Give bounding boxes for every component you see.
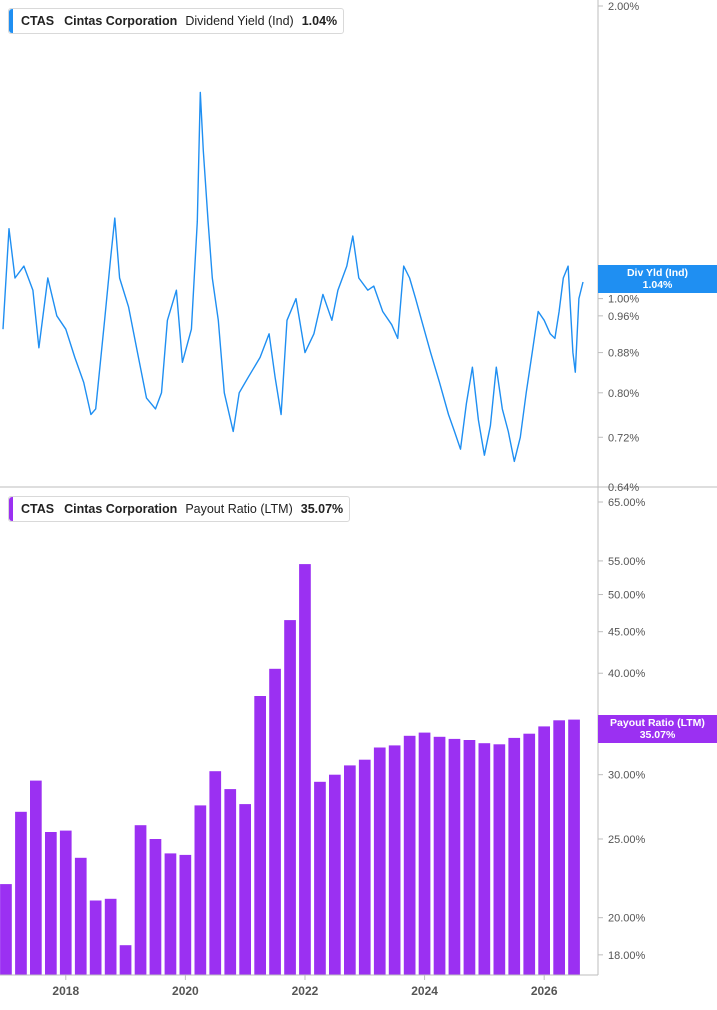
bottom-y-tick-label: 30.00% bbox=[608, 770, 646, 782]
bottom-legend-company: Cintas Corporation bbox=[64, 502, 178, 516]
payout-ratio-bar bbox=[523, 733, 536, 975]
top-legend-value: 1.04% bbox=[301, 14, 338, 28]
bottom-legend-metric: Payout Ratio (LTM) bbox=[185, 502, 293, 516]
dividend-yield-plot bbox=[2, 91, 584, 463]
payout-ratio-bar bbox=[194, 805, 207, 975]
dividend-yield-flag-value: 1.04% bbox=[642, 279, 673, 291]
payout-ratio-bar bbox=[448, 738, 461, 975]
bottom-y-tick-label: 45.00% bbox=[608, 627, 646, 639]
bottom-y-tick-label: 40.00% bbox=[608, 668, 646, 680]
payout-ratio-bar bbox=[30, 780, 42, 975]
payout-ratio-bar bbox=[508, 737, 521, 975]
x-tick-label: 2026 bbox=[531, 984, 558, 998]
payout-ratio-flag-label: Payout Ratio (LTM) bbox=[610, 717, 705, 729]
payout-ratio-bar bbox=[74, 857, 87, 975]
top-legend-swatch bbox=[9, 9, 13, 33]
payout-ratio-bar bbox=[358, 759, 371, 975]
payout-ratio-bar bbox=[493, 744, 506, 975]
payout-ratio-bar bbox=[478, 743, 491, 975]
bottom-legend-ticker: CTAS bbox=[21, 502, 55, 516]
payout-ratio-bar bbox=[59, 830, 72, 975]
payout-ratio-bar bbox=[269, 668, 281, 975]
payout-ratio-bar bbox=[329, 774, 341, 975]
top-y-tick-label: 1.00% bbox=[608, 294, 639, 306]
payout-ratio-bar bbox=[553, 720, 565, 975]
payout-ratio-bar bbox=[463, 740, 476, 975]
payout-ratio-bar bbox=[418, 732, 431, 975]
payout-ratio-bar bbox=[314, 781, 326, 975]
payout-ratio-bar bbox=[433, 736, 446, 975]
bottom-y-tick-label: 25.00% bbox=[608, 834, 646, 846]
payout-ratio-bar bbox=[538, 726, 550, 975]
top-legend: CTAS Cintas Corporation Dividend Yield (… bbox=[8, 8, 345, 34]
payout-ratio-bar bbox=[254, 696, 266, 975]
x-tick-label: 2024 bbox=[411, 984, 438, 998]
bottom-y-tick-label: 55.00% bbox=[608, 556, 646, 568]
bottom-y-tick-label: 20.00% bbox=[608, 913, 646, 925]
payout-ratio-bar bbox=[104, 898, 117, 975]
bottom-legend-swatch bbox=[9, 497, 13, 521]
payout-ratio-bar bbox=[373, 747, 386, 975]
payout-ratio-bar bbox=[89, 900, 102, 975]
payout-ratio-bar bbox=[164, 853, 177, 975]
payout-ratio-bar bbox=[179, 854, 192, 975]
top-legend-metric: Dividend Yield (Ind) bbox=[185, 14, 294, 28]
payout-ratio-bar bbox=[403, 735, 416, 975]
payout-ratio-bar bbox=[224, 789, 237, 975]
bottom-y-tick-label: 50.00% bbox=[608, 590, 646, 602]
payout-ratio-bar bbox=[134, 825, 147, 975]
top-y-tick-label: 0.72% bbox=[608, 432, 639, 444]
bottom-legend-value: 35.07% bbox=[300, 502, 344, 516]
payout-ratio-value-flag: Payout Ratio (LTM) 35.07% bbox=[598, 715, 717, 743]
payout-ratio-bar bbox=[388, 745, 401, 975]
bottom-y-tick-label: 18.00% bbox=[608, 950, 646, 962]
payout-ratio-bar bbox=[149, 839, 162, 975]
bottom-legend: CTAS Cintas Corporation Payout Ratio (LT… bbox=[8, 496, 351, 522]
top-y-tick-label: 0.64% bbox=[608, 482, 639, 494]
x-tick-label: 2018 bbox=[52, 984, 79, 998]
top-y-tick-label: 0.88% bbox=[608, 348, 639, 360]
payout-ratio-flag-value: 35.07% bbox=[639, 729, 676, 741]
payout-ratio-bar bbox=[568, 719, 580, 975]
top-y-tick-label: 2.00% bbox=[608, 1, 639, 13]
dividend-yield-line bbox=[2, 91, 584, 463]
top-legend-company: Cintas Corporation bbox=[64, 14, 178, 28]
top-y-tick-label: 0.80% bbox=[608, 388, 639, 400]
payout-ratio-bar bbox=[344, 765, 356, 975]
payout-ratio-bar bbox=[209, 771, 222, 975]
x-tick-label: 2020 bbox=[172, 984, 199, 998]
x-tick-label: 2022 bbox=[292, 984, 319, 998]
dividend-yield-flag-label: Div Yld (Ind) bbox=[626, 267, 689, 279]
payout-ratio-bar bbox=[239, 804, 251, 975]
payout-ratio-bar bbox=[45, 832, 57, 975]
payout-ratio-bar bbox=[119, 945, 132, 975]
payout-ratio-plot bbox=[0, 564, 580, 975]
bottom-y-tick-label: 65.00% bbox=[608, 497, 646, 509]
payout-ratio-bar bbox=[15, 811, 27, 975]
top-legend-ticker: CTAS bbox=[21, 14, 55, 28]
payout-ratio-bar bbox=[284, 620, 296, 975]
payout-ratio-bar bbox=[0, 884, 12, 975]
top-y-tick-label: 0.96% bbox=[608, 311, 639, 323]
dividend-yield-value-flag: Div Yld (Ind) 1.04% bbox=[598, 265, 717, 293]
payout-ratio-bar bbox=[299, 564, 311, 975]
